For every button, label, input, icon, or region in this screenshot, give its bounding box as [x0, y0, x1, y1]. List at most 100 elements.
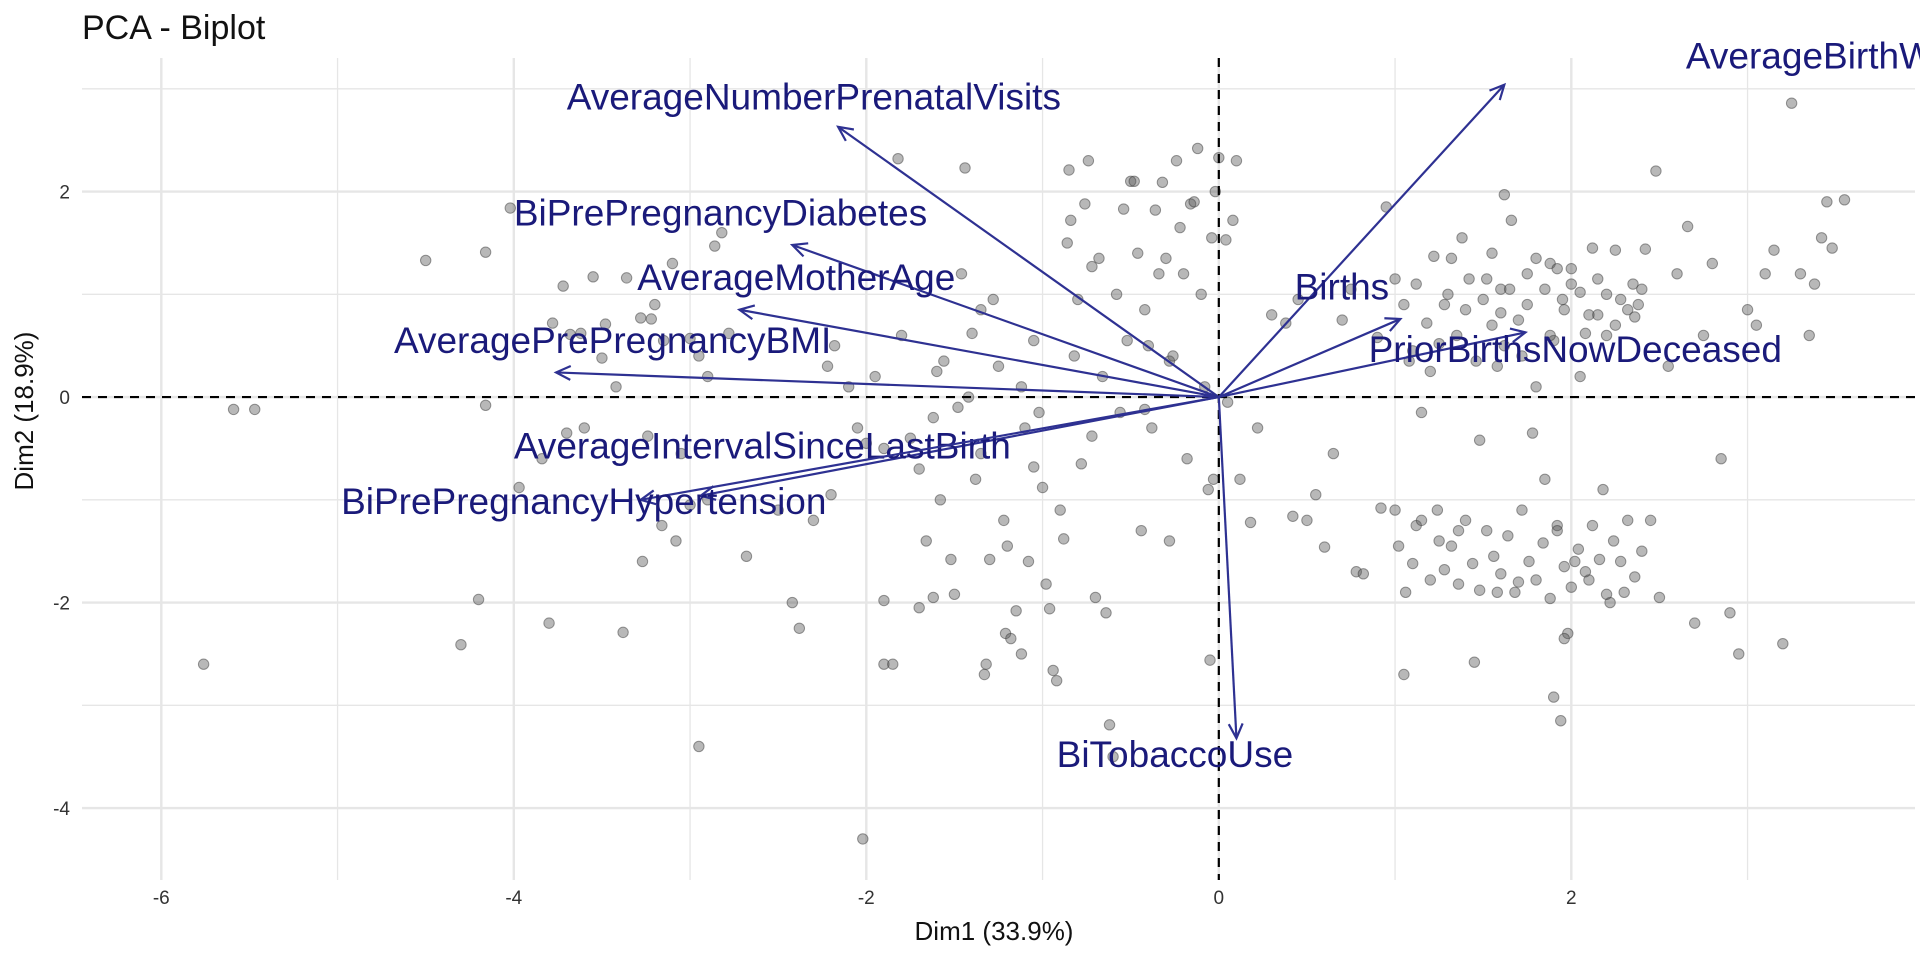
data-point	[1486, 319, 1498, 331]
data-point	[1733, 648, 1745, 660]
data-point	[1433, 337, 1445, 350]
data-point	[1650, 165, 1662, 177]
data-point	[1632, 298, 1644, 311]
data-point	[1555, 715, 1567, 727]
data-point	[1089, 591, 1102, 604]
data-point	[1345, 283, 1357, 295]
data-point	[723, 327, 735, 340]
data-point	[1206, 232, 1218, 244]
data-point	[1015, 648, 1028, 660]
data-point	[1156, 176, 1169, 189]
data-point	[1794, 268, 1807, 280]
data-point	[1539, 283, 1551, 295]
data-point	[1579, 327, 1592, 340]
data-point	[1618, 586, 1630, 598]
variable-arrowhead	[1384, 317, 1403, 332]
data-point	[1592, 309, 1604, 321]
variable-arrowhead	[836, 125, 855, 142]
variable-arrow	[739, 308, 1220, 399]
data-point	[1028, 334, 1040, 347]
x-tick-label: -4	[505, 888, 522, 909]
data-point	[656, 519, 668, 532]
data-point	[1473, 434, 1486, 446]
data-point	[1759, 268, 1771, 280]
x-axis-title: Dim1 (33.9%)	[915, 916, 1074, 946]
data-point	[978, 668, 991, 681]
data-point	[1653, 591, 1666, 604]
data-point	[1502, 530, 1514, 542]
data-point	[920, 535, 932, 547]
data-point	[1558, 560, 1570, 573]
data-point	[1336, 314, 1348, 326]
y-tick-label: 0	[59, 388, 70, 409]
data-point	[1495, 283, 1507, 295]
data-point	[1227, 214, 1239, 227]
data-point	[1688, 617, 1701, 629]
data-point	[1614, 555, 1627, 568]
data-point	[1516, 350, 1528, 362]
data-point	[1505, 214, 1518, 227]
data-point	[1442, 288, 1454, 301]
data-point	[1153, 268, 1165, 280]
data-point	[1488, 550, 1500, 563]
data-point	[1636, 283, 1648, 295]
data-point	[1204, 654, 1216, 666]
data-point	[657, 334, 670, 347]
data-point	[955, 268, 968, 280]
y-axis-title: Dim2 (18.9%)	[9, 332, 39, 491]
data-point	[642, 430, 654, 442]
data-point	[992, 360, 1005, 372]
data-point	[701, 370, 714, 383]
data-point	[1375, 502, 1387, 514]
data-point	[1512, 314, 1525, 326]
data-point	[1614, 293, 1627, 306]
data-point	[1565, 581, 1578, 593]
data-point	[1530, 252, 1542, 265]
variable-arrowhead	[789, 242, 809, 258]
data-point	[966, 327, 978, 340]
data-point	[1452, 524, 1465, 537]
data-point	[1636, 545, 1648, 557]
variable-label: Births	[1295, 266, 1390, 307]
data-point	[1005, 632, 1017, 645]
data-point	[1470, 355, 1482, 367]
data-point	[1128, 175, 1140, 188]
variable-arrowhead	[1489, 82, 1507, 101]
variable-label: AverageIntervalSinceLastBirth	[514, 426, 1011, 467]
data-point	[684, 332, 696, 345]
data-point	[596, 352, 608, 364]
data-point	[557, 280, 569, 292]
data-point	[1544, 592, 1556, 605]
data-point	[1551, 262, 1563, 275]
data-point	[793, 622, 806, 634]
data-point	[1415, 406, 1428, 419]
data-point	[878, 658, 890, 670]
reference-lines	[82, 58, 1915, 880]
variable-arrowhead	[736, 304, 756, 321]
data-point	[1463, 273, 1475, 285]
data-point	[1607, 535, 1620, 547]
data-point	[1121, 334, 1133, 347]
data-point	[857, 833, 869, 845]
data-point	[1318, 541, 1331, 553]
data-point	[913, 463, 925, 475]
data-point	[1431, 504, 1444, 516]
data-point	[716, 226, 728, 239]
data-point	[536, 453, 548, 465]
data-point	[684, 499, 696, 511]
data-point	[1671, 268, 1683, 280]
data-point	[1503, 283, 1516, 295]
data-point	[1600, 329, 1613, 342]
data-point	[931, 365, 943, 378]
data-point	[1001, 540, 1014, 552]
data-point	[1681, 220, 1694, 233]
data-point	[1486, 247, 1498, 259]
data-point	[1327, 447, 1340, 460]
data-point	[1600, 588, 1613, 601]
data-point	[1117, 203, 1130, 215]
data-point	[1061, 237, 1073, 249]
data-point	[1583, 309, 1595, 321]
variable-arrow	[1218, 317, 1401, 399]
data-point	[1627, 278, 1639, 290]
